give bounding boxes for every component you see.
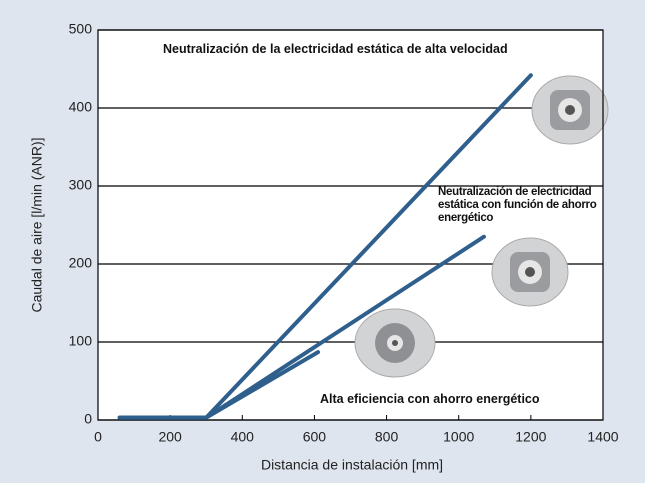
chart: Distancia de instalación [mm] Caudal de … bbox=[0, 0, 645, 483]
product-image bbox=[355, 309, 435, 377]
x-tick-label: 0 bbox=[94, 429, 102, 445]
series-label: Neutralización de la electricidad estáti… bbox=[163, 43, 603, 93]
x-tick-label: 400 bbox=[231, 429, 255, 445]
x-tick-label: 200 bbox=[158, 429, 182, 445]
product-image bbox=[492, 238, 568, 306]
y-tick-label: 100 bbox=[69, 333, 93, 349]
y-tick-label: 200 bbox=[69, 255, 93, 271]
x-axis-title: Distancia de instalación [mm] bbox=[261, 457, 443, 473]
y-tick-label: 500 bbox=[69, 21, 93, 37]
y-tick-label: 0 bbox=[84, 411, 92, 427]
series-label: Neutralización de electricidad estática … bbox=[438, 186, 603, 236]
series-label: Alta eficiencia con ahorro energético bbox=[320, 393, 600, 443]
series-label-text: Neutralización de electricidad estática … bbox=[438, 186, 603, 225]
y-tick-label: 400 bbox=[69, 99, 93, 115]
series-label-text: Neutralización de la electricidad estáti… bbox=[163, 43, 603, 56]
y-tick-label: 300 bbox=[69, 177, 93, 193]
y-axis-title: Caudal de aire [l/min (ANR)] bbox=[29, 137, 45, 312]
series-label-text: Alta eficiencia con ahorro energético bbox=[320, 393, 600, 406]
